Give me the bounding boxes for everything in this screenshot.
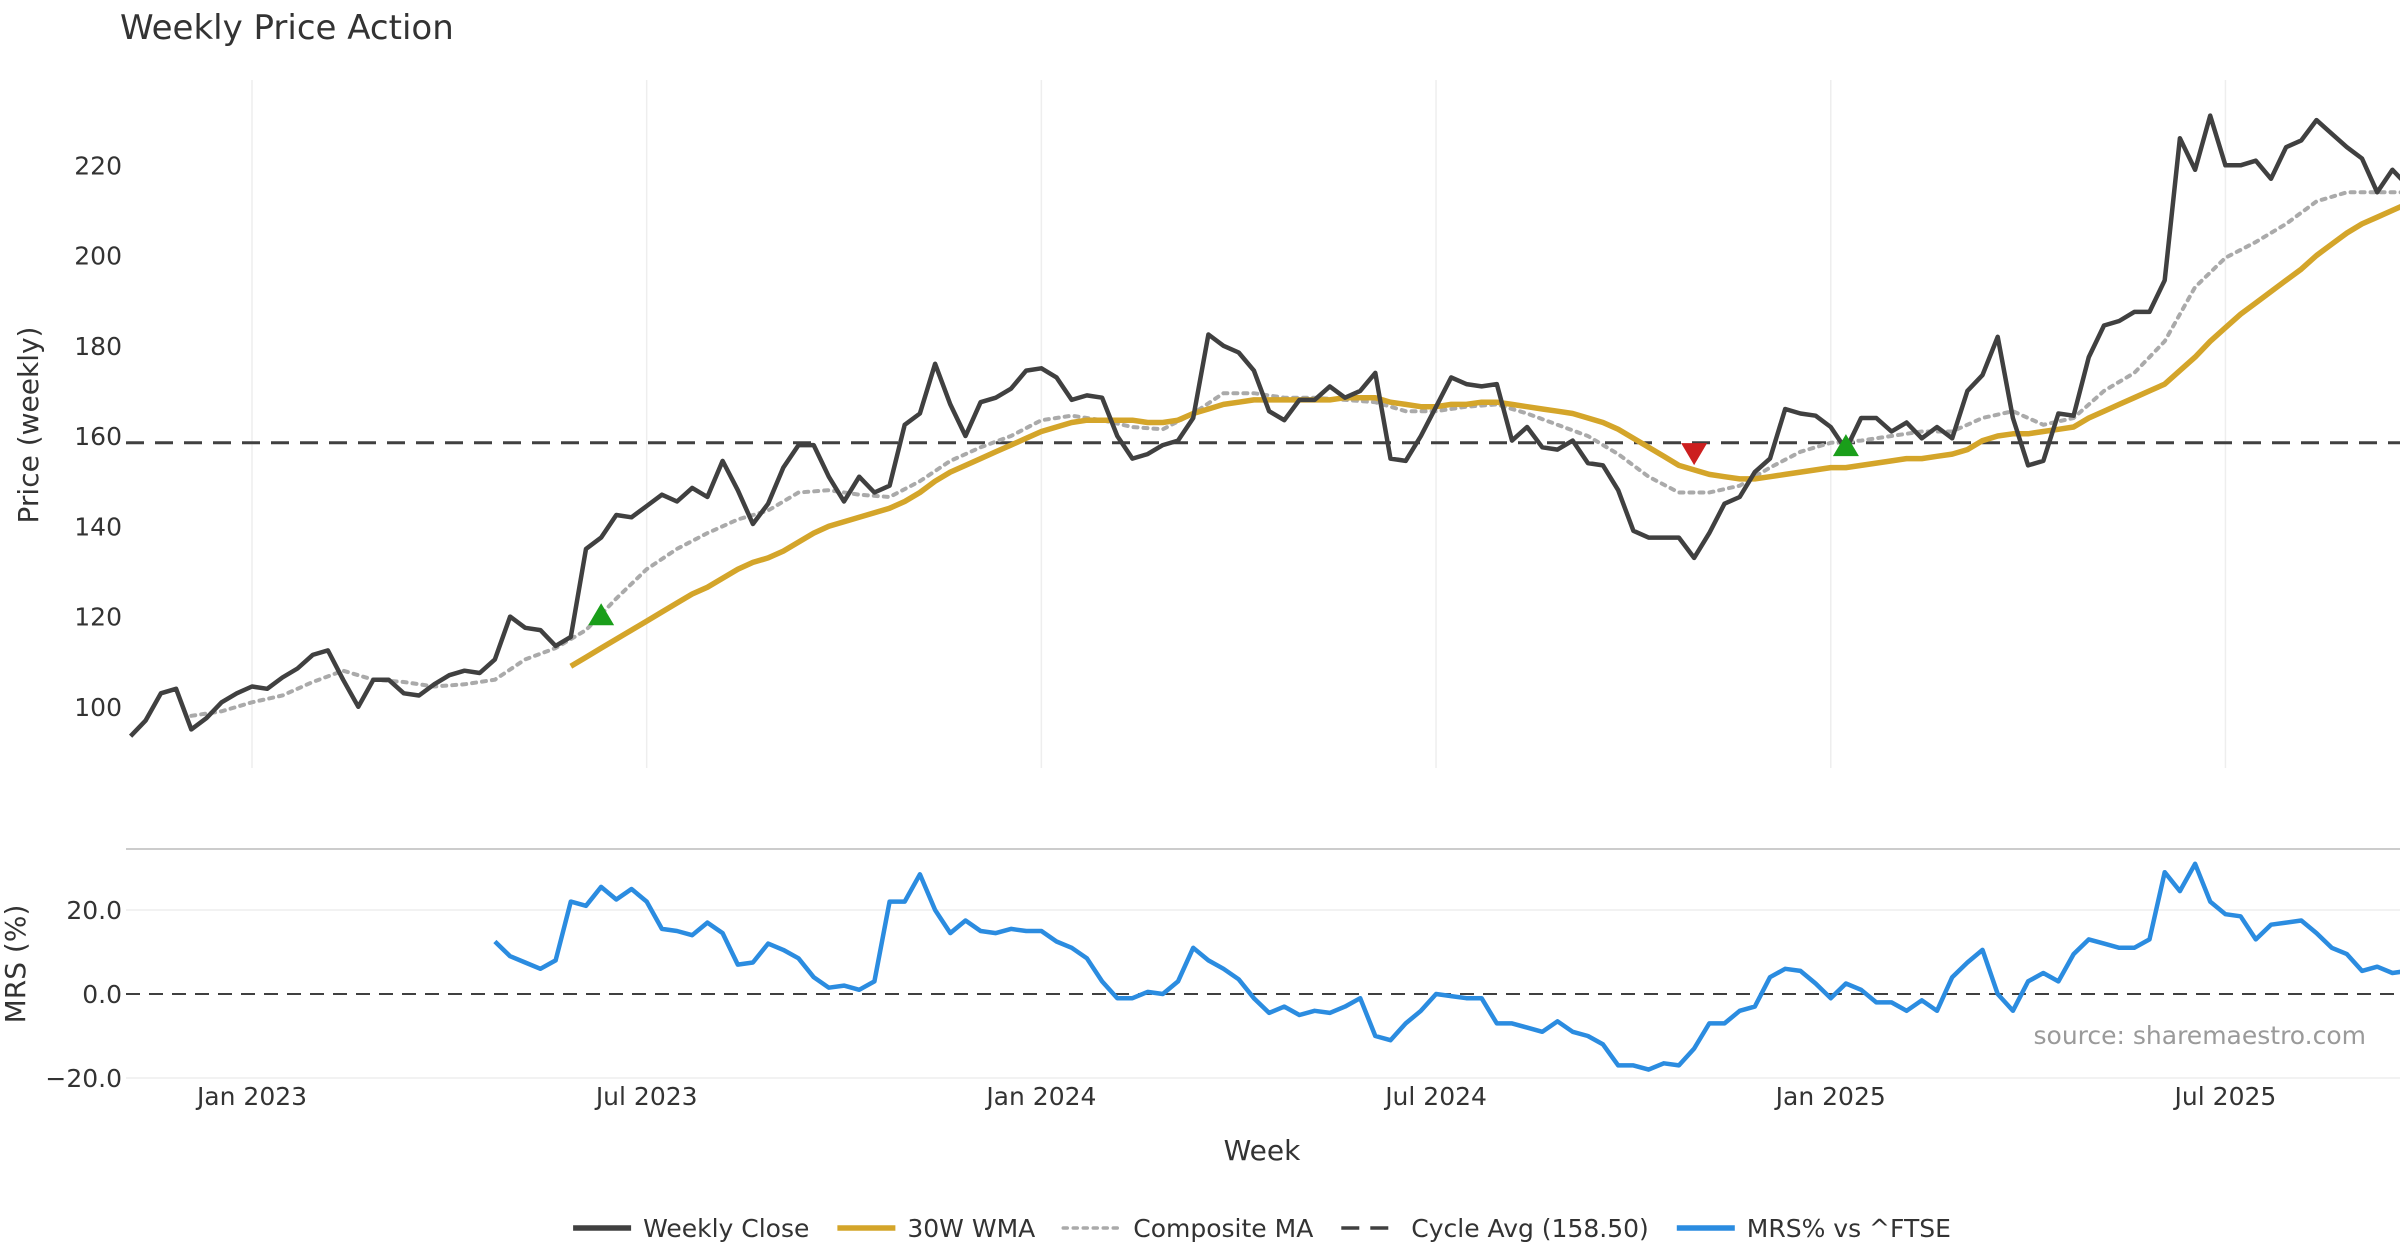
- buy-signal-marker: [588, 603, 615, 626]
- mrs-y-ticks: −20.0 0.0 20.0: [45, 896, 122, 1093]
- price-gridlines: [251, 80, 2227, 768]
- composite-ma-line: [189, 190, 2400, 718]
- price-plot-area: [126, 113, 2400, 738]
- sell-signal-marker: [1681, 443, 1708, 466]
- x-tick-label: Jan 2024: [984, 1082, 1096, 1111]
- legend-label: Composite MA: [1133, 1214, 1313, 1243]
- x-tick-label: Jul 2023: [594, 1082, 698, 1111]
- legend-label: MRS% vs ^FTSE: [1747, 1214, 1951, 1243]
- mrs-line: [493, 861, 2400, 1072]
- price-y-tick-label: 120: [74, 603, 122, 632]
- price-y-tick-label: 220: [74, 151, 122, 180]
- legend-label: 30W WMA: [907, 1214, 1035, 1243]
- source-label: source: sharemaestro.com: [2034, 1021, 2367, 1050]
- mrs-y-tick-label: 20.0: [66, 896, 122, 925]
- price-y-tick-label: 160: [74, 422, 122, 451]
- signal-markers: [588, 434, 1859, 626]
- x-tick-label: Jan 2023: [195, 1082, 307, 1111]
- x-tick-label: Jul 2025: [2173, 1082, 2277, 1111]
- x-tick-label: Jul 2024: [1383, 1082, 1487, 1111]
- x-axis-ticks: Jan 2023 Jul 2023 Jan 2024 Jul 2024 Jan 2025…: [195, 1082, 2276, 1111]
- price-y-tick-label: 140: [74, 512, 122, 541]
- mrs-y-axis-label: MRS (%): [0, 905, 32, 1024]
- wma-30w-line: [569, 203, 2400, 669]
- x-tick-label: Jan 2025: [1774, 1082, 1886, 1111]
- legend-label: Weekly Close: [643, 1214, 809, 1243]
- weekly-close-line: [128, 113, 2400, 738]
- legend-label: Cycle Avg (158.50): [1411, 1214, 1649, 1243]
- price-y-tick-label: 100: [74, 693, 122, 722]
- legend: Weekly Close 30W WMA Composite MA Cycle Avg…: [573, 1214, 1951, 1243]
- mrs-y-tick-label: 0.0: [82, 980, 122, 1009]
- price-y-tick-label: 200: [74, 242, 122, 271]
- price-y-ticks: 100 120 140 160 180 200 220: [74, 151, 122, 722]
- mrs-y-tick-label: −20.0: [45, 1064, 122, 1093]
- mrs-gridlines: [126, 909, 2400, 1079]
- x-axis-label: Week: [1224, 1134, 1301, 1167]
- chart-title: Weekly Price Action: [120, 8, 454, 48]
- price-y-axis-label: Price (weekly): [12, 327, 45, 524]
- buy-signal-marker: [1832, 434, 1859, 457]
- price-y-tick-label: 180: [74, 332, 122, 361]
- mrs-plot-area: [126, 861, 2400, 1072]
